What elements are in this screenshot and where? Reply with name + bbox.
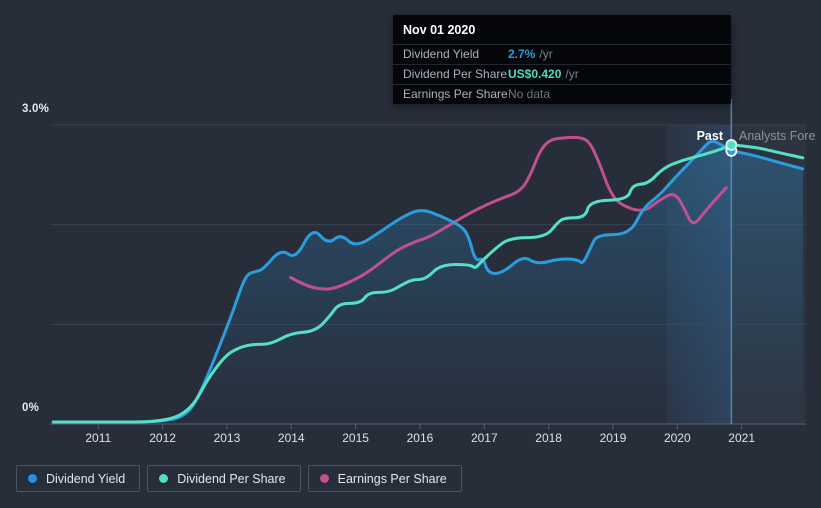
chart-legend: Dividend Yield Dividend Per Share Earnin… xyxy=(16,465,462,492)
dividend-yield-dot-icon xyxy=(28,474,37,483)
x-axis-label: 2018 xyxy=(535,431,562,445)
legend-label: Dividend Per Share xyxy=(177,471,286,486)
tooltip-value: US$0.420 xyxy=(508,67,562,81)
x-axis-label: 2020 xyxy=(663,431,691,445)
earnings-per-share-line xyxy=(289,135,728,291)
legend-item-dividend-per-share[interactable]: Dividend Per Share xyxy=(147,465,301,492)
tooltip-row-dividend-per-share: Dividend Per Share US$0.420/yr xyxy=(393,64,731,84)
dividend-yield-area-fill xyxy=(53,141,803,424)
tooltip-label: Dividend Yield xyxy=(403,47,480,61)
legend-label: Dividend Yield xyxy=(46,471,126,486)
dividend-per-share-line xyxy=(51,143,733,424)
legend-label: Earnings Per Share xyxy=(337,471,447,486)
tooltip-value-suffix: /yr xyxy=(565,67,579,81)
tooltip-label: Earnings Per Share xyxy=(403,87,508,101)
earnings-per-share-dot-icon xyxy=(319,474,329,483)
tooltip-label: Dividend Per Share xyxy=(403,67,508,81)
x-axis-label: 2016 xyxy=(406,431,434,445)
x-axis-label: 2015 xyxy=(342,431,369,445)
tooltip-value: No data xyxy=(508,87,551,101)
x-axis-label: 2017 xyxy=(470,431,498,445)
dividend-yield-line xyxy=(51,139,733,424)
past-label: Past xyxy=(696,129,723,143)
dividend-yield-forecast-line xyxy=(729,149,805,171)
x-axis-label: 2012 xyxy=(149,431,176,445)
y-axis-label: 3.0% xyxy=(22,103,50,115)
dividend-per-share-dot-icon xyxy=(159,474,169,483)
x-axis-label: 2014 xyxy=(277,431,305,445)
x-axis-label: 2013 xyxy=(213,431,241,445)
x-axis-label: 2021 xyxy=(728,431,755,445)
legend-item-dividend-yield[interactable]: Dividend Yield xyxy=(16,465,141,492)
y-axis-label: 0% xyxy=(22,402,40,414)
tooltip-value: 2.7% xyxy=(508,47,536,61)
x-axis-label: 2019 xyxy=(599,431,627,445)
chart-tooltip: Nov 01 2020 Dividend Yield 2.7%/yr Divid… xyxy=(393,15,731,104)
dividend-per-share-forecast-line xyxy=(729,143,805,160)
x-axis-label: 2011 xyxy=(85,431,112,445)
analysts-forecast-label: Analysts Fore xyxy=(739,129,816,143)
now-marker-dividend-per-share xyxy=(725,139,738,151)
tooltip-row-earnings-per-share: Earnings Per Share No data xyxy=(393,84,731,104)
legend-item-earnings-per-share[interactable]: Earnings Per Share xyxy=(307,465,462,492)
tooltip-value-suffix: /yr xyxy=(539,47,553,61)
tooltip-date: Nov 01 2020 xyxy=(403,23,476,37)
tooltip-row-dividend-yield: Dividend Yield 2.7%/yr xyxy=(393,44,731,64)
